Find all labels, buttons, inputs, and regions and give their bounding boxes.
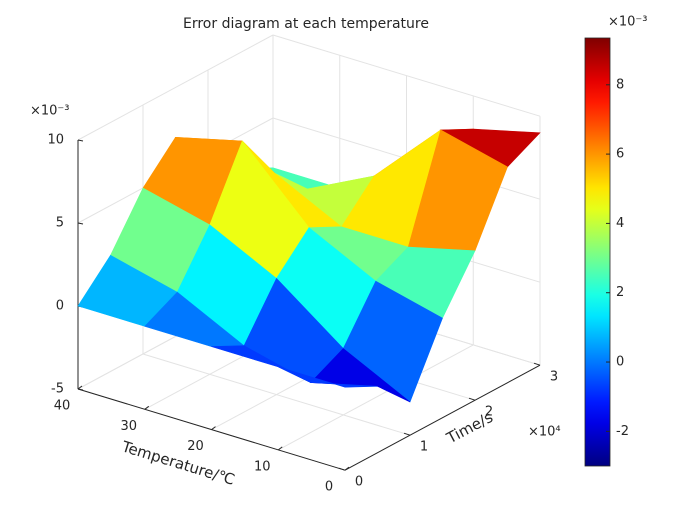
- grid-line: [278, 344, 474, 451]
- x-tick-label: 1: [420, 440, 428, 455]
- z-tick-label: 10: [47, 133, 64, 148]
- y-tick: [277, 446, 283, 451]
- chart-title: Error diagram at each temperature: [183, 16, 429, 32]
- x-tick: [403, 432, 411, 436]
- colorbar-tick-label: 6: [616, 147, 624, 162]
- x-scale-label: ×10⁴: [528, 425, 561, 440]
- y-tick: [144, 405, 150, 410]
- z-scale-label: ×10⁻³: [30, 104, 70, 119]
- x-tick-label: 2: [485, 405, 493, 420]
- y-tick-label: 10: [254, 459, 271, 474]
- y-tick: [77, 385, 83, 390]
- z-tick-label: 5: [56, 216, 64, 231]
- y-tick-label: 0: [325, 480, 333, 495]
- z-tick-label: -5: [51, 382, 64, 397]
- surface-face: [278, 366, 378, 388]
- z-tick: [77, 139, 84, 142]
- y-tick-label: 40: [54, 399, 71, 414]
- colorbar-tick-label: -2: [616, 424, 629, 439]
- z-tick-label: 0: [56, 299, 64, 314]
- grid-line: [77, 34, 274, 141]
- z-tick: [77, 222, 84, 225]
- y-tick: [344, 466, 350, 471]
- colorbar-scale-label: ×10⁻³: [608, 15, 648, 30]
- x-tick: [338, 467, 346, 471]
- x-tick-label: 3: [550, 370, 558, 385]
- x-tick-label: 0: [355, 475, 363, 490]
- y-tick-label: 20: [187, 439, 204, 454]
- grid-line: [272, 34, 541, 117]
- x-tick: [468, 397, 476, 401]
- colorbar: [584, 37, 611, 467]
- y-axis-label: Temperature/℃: [119, 437, 237, 489]
- z-tick: [77, 388, 84, 391]
- y-tick: [211, 426, 216, 431]
- colorbar-tick-label: 0: [616, 355, 624, 370]
- colorbar-tick-label: 4: [616, 216, 624, 231]
- colorbar-tick-label: 2: [616, 285, 624, 300]
- y-tick-label: 30: [120, 419, 137, 434]
- axis-line: [344, 364, 541, 471]
- x-tick: [533, 362, 541, 366]
- colorbar-tick-label: 8: [616, 77, 624, 92]
